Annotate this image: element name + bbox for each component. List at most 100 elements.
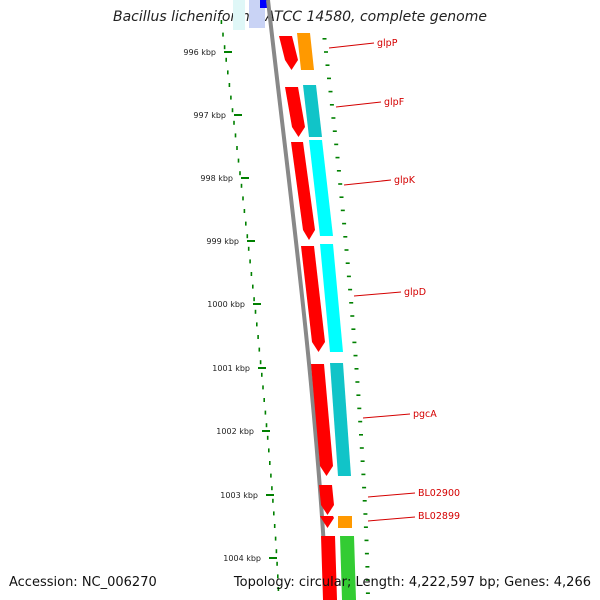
feature-dot xyxy=(358,420,363,423)
gene-label: pgcA xyxy=(413,409,437,420)
feature-dot xyxy=(328,90,333,93)
label-leader xyxy=(343,179,392,186)
label-leader xyxy=(367,516,416,522)
ruler-dot xyxy=(228,83,231,87)
ruler-dot xyxy=(223,45,226,50)
kbp-ruler: 996 kbp 997 kbp 998 kbp 999 kbp 1000 kbp 1001… xyxy=(183,48,277,563)
ruler-dot xyxy=(256,322,258,327)
feature-dot xyxy=(362,486,367,489)
blue-feature xyxy=(260,0,268,8)
ruler-dot xyxy=(252,284,254,289)
ruler-dot xyxy=(277,574,279,579)
accession-text: Accession: NC_006270 xyxy=(9,575,157,590)
ruler-dot xyxy=(242,196,244,201)
ruler-dot xyxy=(246,234,249,239)
top-feature-remnants xyxy=(233,0,268,30)
faint-feature xyxy=(233,0,245,30)
feature-dot xyxy=(340,209,345,212)
ruler-dot xyxy=(272,498,274,503)
ruler-dot xyxy=(243,209,246,213)
gene-arrow-forward xyxy=(319,485,334,515)
feature-dot xyxy=(364,552,369,555)
ruler-dot xyxy=(265,423,268,428)
feature-dot xyxy=(365,566,370,568)
feature-dot xyxy=(336,170,341,172)
feature-dot xyxy=(344,249,349,251)
ruler-dot xyxy=(249,259,251,264)
feature-dot xyxy=(327,77,331,80)
ruler-dot xyxy=(277,587,280,591)
backbone xyxy=(266,0,329,600)
ruler-dot xyxy=(273,511,275,516)
ruler-dot xyxy=(264,410,267,415)
ruler-dot xyxy=(220,20,223,24)
gene-label: glpF xyxy=(384,97,404,108)
ruler-dot xyxy=(257,335,259,339)
ruler-dot xyxy=(263,398,265,402)
ruler-dot xyxy=(269,461,271,465)
feature-dot xyxy=(349,302,354,304)
feature-dot xyxy=(364,539,369,542)
feature-dot xyxy=(348,288,353,291)
tick-label: 997 kbp xyxy=(193,111,226,120)
ruler-dot xyxy=(275,549,278,554)
tick-label: 1001 kbp xyxy=(212,364,250,373)
ruler-dot xyxy=(276,561,278,566)
feature-dot xyxy=(342,222,347,225)
ruler-dot xyxy=(233,120,235,125)
ruler-dot xyxy=(245,221,247,226)
ruler-dot xyxy=(230,95,232,100)
tick-label: 1000 kbp xyxy=(207,300,245,309)
topology-stats-text: Topology: circular; Length: 4,222,597 bp… xyxy=(233,575,591,590)
ruler-dot xyxy=(259,360,262,365)
gene-labels: glpP glpF glpK glpD pgcA BL02900 BL02899 xyxy=(328,38,460,522)
tick-label: 1004 kbp xyxy=(223,554,261,563)
ruler-dot xyxy=(268,448,270,453)
ruler-dot xyxy=(262,385,264,390)
gene-block-reverse xyxy=(320,244,343,352)
feature-dot xyxy=(343,236,348,238)
gene-block-orange xyxy=(297,33,314,70)
map-title: Bacillus licheniformis ATCC 14580, compl… xyxy=(113,9,487,25)
feature-dot xyxy=(361,473,366,476)
ruler-dot xyxy=(261,372,263,377)
tick-label: 998 kbp xyxy=(200,174,233,183)
feature-dot xyxy=(353,354,358,357)
ruler-dot xyxy=(237,158,240,163)
gene-block-forward xyxy=(321,536,337,600)
ruler-dot xyxy=(236,146,238,150)
gene-block-reverse xyxy=(303,85,322,137)
ruler-dot xyxy=(270,473,272,478)
feature-dot xyxy=(350,315,355,317)
ruler-dot xyxy=(247,246,250,251)
gene-block-reverse xyxy=(330,363,351,476)
gene-label: glpK xyxy=(394,175,416,186)
feature-dot xyxy=(329,104,334,106)
ruler-dot xyxy=(225,57,227,62)
gene-label: BL02900 xyxy=(418,488,460,499)
feature-dot xyxy=(365,579,370,581)
ruler-dot xyxy=(222,32,224,37)
feature-dot xyxy=(334,143,339,146)
feature-dot xyxy=(355,381,360,383)
feature-dot xyxy=(338,183,343,185)
label-leader xyxy=(328,42,375,49)
gene-arrow-forward xyxy=(320,516,334,528)
feature-dot xyxy=(362,500,367,502)
label-leader xyxy=(362,413,411,419)
feature-dot xyxy=(365,592,370,594)
feature-dot xyxy=(339,196,344,198)
ruler-dot xyxy=(258,347,261,352)
feature-dot xyxy=(335,156,340,159)
feature-dot xyxy=(357,407,362,410)
ruler-dot xyxy=(234,133,237,138)
gene-label: glpP xyxy=(377,38,398,49)
feature-dot xyxy=(354,368,359,370)
label-leader xyxy=(335,101,382,108)
ruler-dot xyxy=(273,524,276,528)
tick-label: 1002 kbp xyxy=(216,427,254,436)
feature-track xyxy=(279,33,356,600)
feature-dot xyxy=(352,341,357,344)
gene-block-green xyxy=(340,536,356,600)
